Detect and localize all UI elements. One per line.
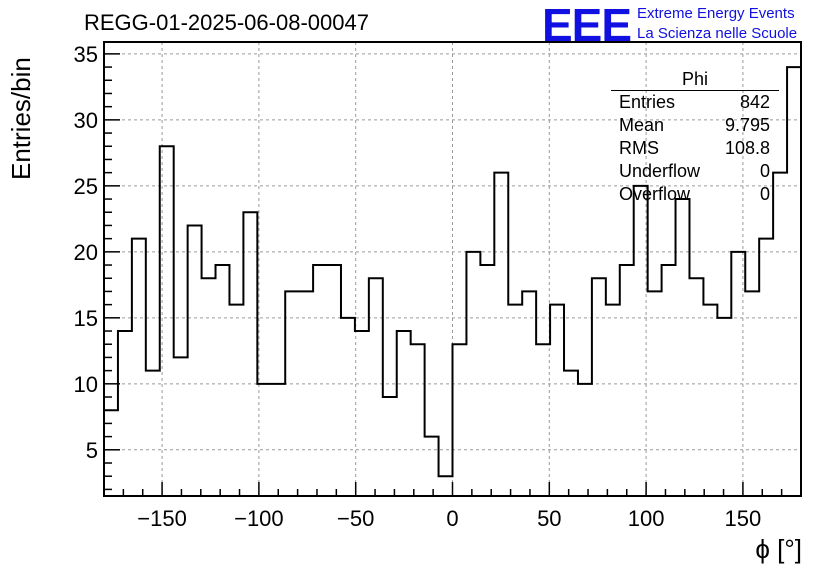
- stats-row-entries: Entries 842: [611, 91, 779, 114]
- stats-value: 9.795: [724, 115, 770, 135]
- x-tick-label: −50: [337, 506, 374, 531]
- logo-line-1: Extreme Energy Events: [637, 5, 795, 22]
- stats-value: 0: [759, 184, 770, 204]
- y-tick-label: 10: [74, 372, 98, 397]
- x-axis-label: ϕ [°]: [755, 534, 802, 564]
- y-tick-label: 5: [86, 438, 98, 463]
- chart-title: REGG-01-2025-06-08-00047: [84, 10, 369, 35]
- x-tick-label: 50: [537, 506, 561, 531]
- y-tick-label: 25: [74, 174, 98, 199]
- x-tick-label: −100: [234, 506, 284, 531]
- axis-ticks: [103, 53, 802, 496]
- stats-title: Phi: [611, 68, 779, 91]
- stats-row-underflow: Underflow 0: [611, 160, 779, 183]
- y-tick-label: 15: [74, 306, 98, 331]
- y-tick-label: 20: [74, 240, 98, 265]
- x-tick-label: 150: [725, 506, 762, 531]
- stats-row-rms: RMS 108.8: [611, 137, 779, 160]
- x-tick-label: −150: [137, 506, 187, 531]
- stats-value: 0: [759, 161, 770, 181]
- x-tick-label: 100: [628, 506, 665, 531]
- y-axis-label: Entries/bin: [6, 57, 36, 180]
- eee-logo: EEE: [542, 0, 632, 51]
- stats-value: 842: [739, 92, 770, 112]
- stats-label: Overflow: [619, 184, 691, 204]
- stats-label: Entries: [619, 92, 676, 112]
- x-tick-label: 0: [446, 506, 458, 531]
- stats-label: Mean: [619, 115, 665, 135]
- y-tick-label: 35: [74, 42, 98, 67]
- logo-line-2: La Scienza nelle Scuole: [637, 25, 798, 42]
- stats-box: Phi Entries 842 Mean 9.795 RMS 108.8 Und…: [611, 68, 779, 206]
- histogram-outline: [103, 66, 802, 496]
- stats-value: 108.8: [724, 138, 770, 158]
- stats-label: RMS: [619, 138, 659, 158]
- y-tick-label: 30: [74, 108, 98, 133]
- stats-label: Underflow: [619, 161, 701, 181]
- stats-row-mean: Mean 9.795: [611, 114, 779, 137]
- axis-tick-labels: −150 −100 −50 0 50 100 150 5 10 15 20 25 30 35: [74, 42, 762, 531]
- stats-row-overflow: Overflow 0: [611, 183, 779, 206]
